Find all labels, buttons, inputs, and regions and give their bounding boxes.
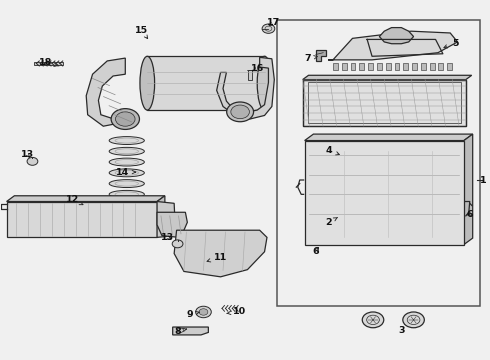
Bar xyxy=(248,69,252,80)
Bar xyxy=(308,82,461,123)
Ellipse shape xyxy=(109,158,145,166)
Polygon shape xyxy=(157,212,187,237)
Bar xyxy=(412,63,417,70)
Text: 1: 1 xyxy=(480,176,487,185)
Bar xyxy=(430,63,435,70)
Circle shape xyxy=(262,24,275,33)
Polygon shape xyxy=(172,327,208,335)
Polygon shape xyxy=(217,57,274,119)
Text: 16: 16 xyxy=(250,64,264,73)
Polygon shape xyxy=(316,50,326,61)
Bar xyxy=(333,63,338,70)
Text: 9: 9 xyxy=(187,310,199,319)
Polygon shape xyxy=(86,58,125,126)
Circle shape xyxy=(199,309,208,315)
Polygon shape xyxy=(174,230,267,277)
Ellipse shape xyxy=(116,112,135,126)
Bar xyxy=(368,63,373,70)
Bar xyxy=(439,63,443,70)
Ellipse shape xyxy=(257,56,272,110)
Text: 18: 18 xyxy=(39,58,58,67)
Ellipse shape xyxy=(109,169,145,177)
Bar xyxy=(303,80,466,126)
Polygon shape xyxy=(147,56,265,110)
Polygon shape xyxy=(379,28,414,44)
Bar xyxy=(350,63,355,70)
Bar xyxy=(342,63,346,70)
Polygon shape xyxy=(157,202,175,237)
Polygon shape xyxy=(464,134,473,244)
Polygon shape xyxy=(157,196,165,237)
Text: 12: 12 xyxy=(66,195,83,205)
Text: 3: 3 xyxy=(398,326,405,335)
Bar xyxy=(34,62,63,65)
Ellipse shape xyxy=(140,56,155,110)
Circle shape xyxy=(172,240,183,248)
Bar xyxy=(447,63,452,70)
Ellipse shape xyxy=(109,180,145,188)
Text: 15: 15 xyxy=(135,26,148,39)
Polygon shape xyxy=(303,75,472,80)
Ellipse shape xyxy=(109,147,145,155)
Bar xyxy=(377,63,382,70)
Polygon shape xyxy=(6,196,165,202)
Text: 13: 13 xyxy=(161,233,174,242)
Text: 7: 7 xyxy=(304,54,318,63)
Text: 4: 4 xyxy=(326,146,340,155)
Bar xyxy=(359,63,364,70)
Ellipse shape xyxy=(231,105,249,119)
Text: 8: 8 xyxy=(174,327,187,336)
Circle shape xyxy=(403,312,424,328)
Text: 17: 17 xyxy=(267,18,280,27)
Ellipse shape xyxy=(109,136,145,144)
Bar xyxy=(277,21,480,306)
Text: 5: 5 xyxy=(444,39,458,48)
Circle shape xyxy=(362,312,384,328)
Polygon shape xyxy=(305,134,473,140)
Circle shape xyxy=(27,157,38,165)
Bar xyxy=(386,63,391,70)
Bar xyxy=(305,140,464,244)
Text: 13: 13 xyxy=(21,150,34,159)
Text: 6: 6 xyxy=(466,210,473,219)
Bar xyxy=(394,63,399,70)
Text: 14: 14 xyxy=(116,168,136,177)
Bar xyxy=(6,202,157,237)
Text: 6: 6 xyxy=(313,247,319,256)
Bar xyxy=(421,63,426,70)
Polygon shape xyxy=(328,31,458,60)
Bar xyxy=(403,63,408,70)
Text: 10: 10 xyxy=(227,307,245,316)
Ellipse shape xyxy=(111,109,140,130)
Bar xyxy=(303,80,466,126)
Ellipse shape xyxy=(227,102,253,122)
Circle shape xyxy=(196,306,211,318)
Ellipse shape xyxy=(109,190,145,198)
Text: 2: 2 xyxy=(326,217,338,227)
Text: 11: 11 xyxy=(207,253,227,262)
